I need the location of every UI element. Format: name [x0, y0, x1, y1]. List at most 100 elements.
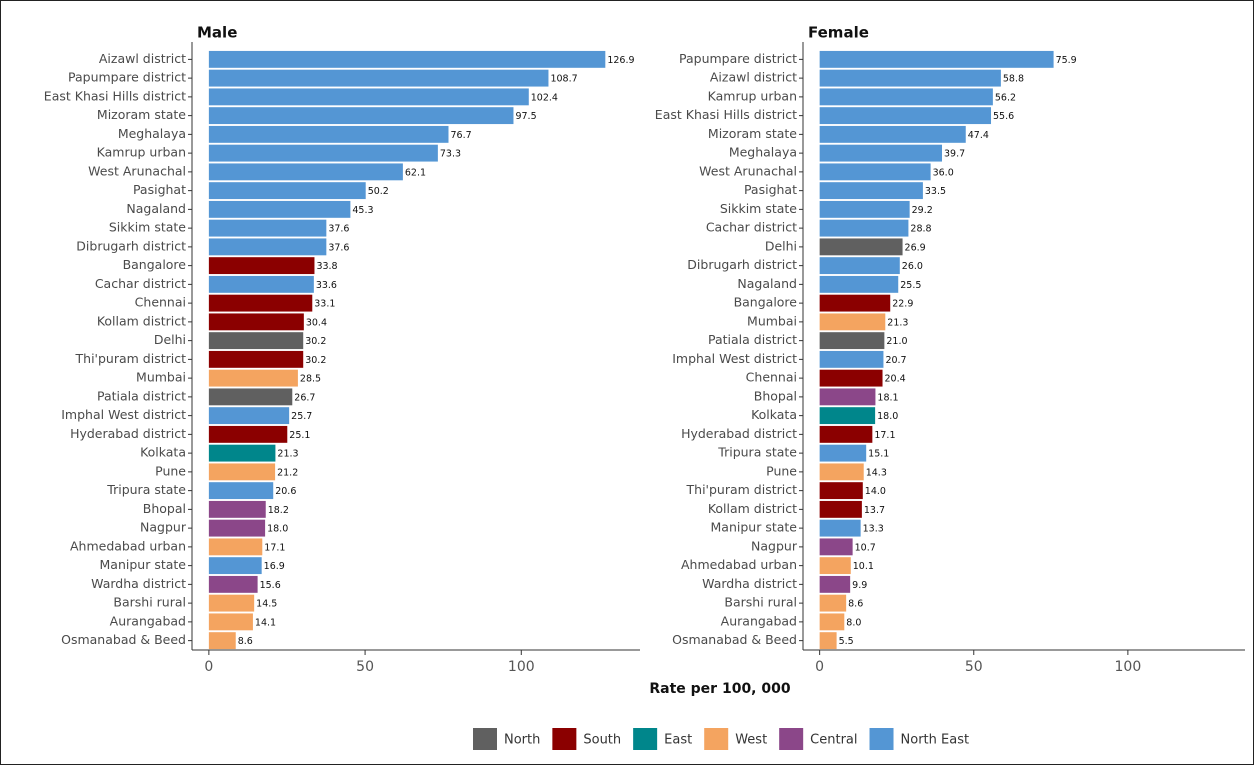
bar [819, 350, 884, 368]
value-label: 76.7 [450, 130, 471, 141]
bar [208, 613, 253, 631]
y-tick-label: Imphal West district [61, 407, 186, 422]
y-tick-label: Dibrugarh district [687, 257, 797, 272]
bar [208, 632, 236, 650]
y-tick-label: Wardha district [91, 576, 186, 591]
value-label: 30.2 [305, 336, 326, 347]
y-tick-label: Kamrup urban [708, 88, 797, 103]
bar [208, 369, 298, 387]
bar [819, 238, 903, 256]
value-label: 37.6 [328, 224, 349, 235]
bar [208, 182, 366, 200]
value-label: 33.8 [316, 261, 337, 272]
y-tick-label: Wardha district [702, 576, 797, 591]
bar [208, 275, 314, 293]
value-label: 25.7 [291, 411, 312, 422]
legend-label: West [735, 733, 767, 748]
value-label: 10.1 [853, 561, 874, 572]
legend-label: North [504, 733, 540, 748]
bar [208, 219, 327, 237]
bar [819, 332, 885, 350]
value-label: 33.1 [314, 299, 335, 310]
value-label: 28.5 [300, 374, 321, 385]
value-label: 75.9 [1056, 55, 1077, 66]
bar [208, 125, 449, 143]
value-label: 26.7 [294, 392, 315, 403]
bar [208, 200, 351, 218]
y-tick-label: Pasighat [133, 182, 186, 197]
y-tick-label: Delhi [154, 332, 186, 347]
value-label: 14.1 [255, 617, 276, 628]
value-label: 8.0 [846, 617, 861, 628]
panel-title: Female [808, 24, 869, 42]
y-tick-label: Manipur state [100, 557, 187, 572]
value-label: 28.8 [910, 224, 931, 235]
value-label: 55.6 [993, 111, 1014, 122]
value-label: 33.6 [316, 280, 337, 291]
value-label: 15.1 [868, 449, 889, 460]
legend-swatch [633, 728, 658, 750]
y-tick-label: Hyderabad district [681, 426, 797, 441]
value-label: 62.1 [405, 167, 426, 178]
value-label: 10.7 [855, 542, 876, 553]
value-label: 30.2 [305, 355, 326, 366]
bar [819, 632, 837, 650]
bar [819, 88, 993, 106]
y-tick-label: West Arunachal [699, 163, 797, 178]
y-tick-label: Aizawl district [710, 70, 797, 85]
value-label: 29.2 [912, 205, 933, 216]
value-label: 20.4 [885, 374, 906, 385]
value-label: 45.3 [352, 205, 373, 216]
value-label: 73.3 [440, 149, 461, 160]
y-tick-label: Aurangabad [110, 613, 186, 628]
value-label: 25.1 [289, 430, 310, 441]
y-tick-label: Kolkata [140, 445, 186, 460]
y-tick-label: Mizoram state [708, 126, 797, 141]
bar [208, 557, 262, 575]
value-label: 21.0 [886, 336, 907, 347]
bar [208, 482, 274, 500]
legend-label: East [664, 733, 692, 748]
bar [208, 163, 403, 181]
bar [819, 69, 1001, 87]
y-tick-label: Patiala district [708, 332, 797, 347]
bar [819, 407, 876, 425]
bar [208, 50, 606, 68]
value-label: 21.2 [277, 467, 298, 478]
y-tick-label: Papumpare district [68, 70, 186, 85]
x-tick-label: 100 [1115, 659, 1142, 675]
bar [819, 500, 862, 518]
y-tick-label: Patiala district [97, 388, 186, 403]
x-tick-label: 0 [204, 659, 213, 675]
value-label: 9.9 [852, 580, 867, 591]
legend-label: North East [901, 733, 970, 748]
value-label: 97.5 [515, 111, 536, 122]
y-tick-label: Imphal West district [672, 351, 797, 366]
y-tick-label: Thi'puram district [686, 482, 798, 497]
y-tick-label: Nagpur [140, 520, 187, 535]
value-label: 13.3 [863, 524, 884, 535]
value-label: 26.0 [902, 261, 923, 272]
bar [208, 575, 258, 593]
y-tick-label: Delhi [765, 238, 797, 253]
value-label: 18.1 [877, 392, 898, 403]
value-label: 17.1 [264, 542, 285, 553]
bar [819, 144, 943, 162]
x-tick-label: 100 [508, 659, 535, 675]
bar [208, 332, 304, 350]
value-label: 37.6 [328, 242, 349, 253]
legend-swatch [704, 728, 729, 750]
y-tick-label: Sikkim state [109, 220, 186, 235]
value-label: 36.0 [933, 167, 954, 178]
bar [819, 482, 863, 500]
value-label: 18.0 [267, 524, 288, 535]
value-label: 102.4 [531, 92, 558, 103]
bar [819, 163, 931, 181]
y-tick-label: Papumpare district [679, 51, 797, 66]
bar [208, 594, 255, 612]
y-tick-label: Nagpur [751, 538, 798, 553]
value-label: 25.5 [900, 280, 921, 291]
bar [819, 557, 851, 575]
y-tick-label: Bangalore [123, 257, 187, 272]
